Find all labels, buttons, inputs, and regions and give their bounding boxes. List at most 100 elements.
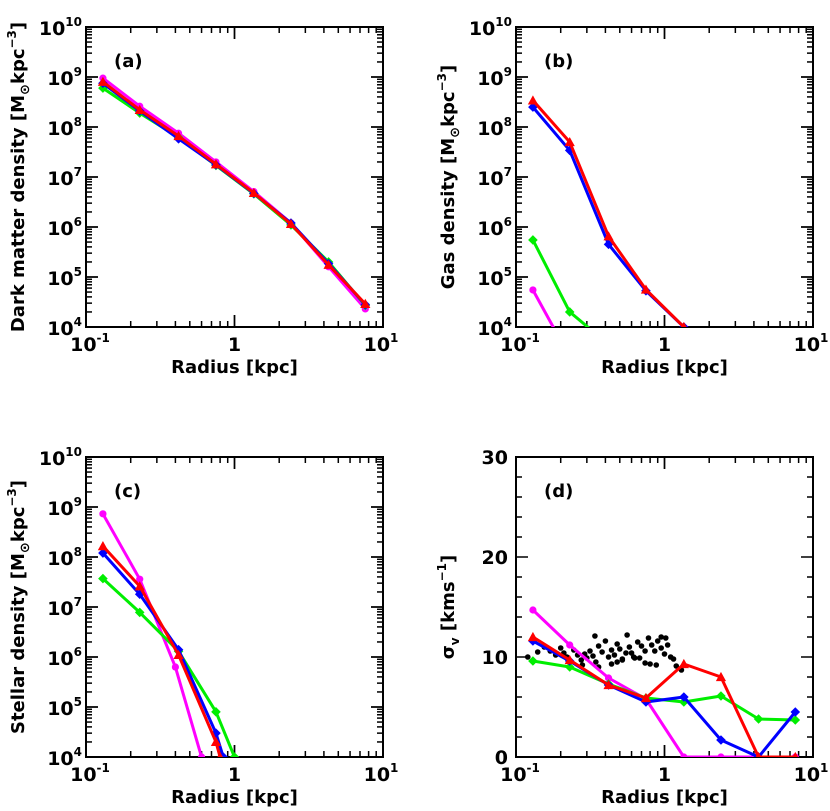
y-tick-label: 104	[47, 745, 82, 770]
y-tick-label: 106	[47, 215, 82, 240]
y-tick-label: 10	[482, 647, 508, 669]
series-line-red	[102, 80, 367, 305]
y-axis-label: Gas density [M⊙kpc−3]	[435, 65, 463, 290]
x-axis-label: Radius [kpc]	[171, 787, 298, 808]
data-point	[564, 654, 575, 665]
data-point	[680, 753, 688, 757]
y-tick-label: 1010	[39, 445, 82, 470]
data-point	[604, 340, 614, 350]
y-tick-label: 104	[477, 315, 512, 340]
data-point	[211, 728, 221, 738]
y-tick-label: 20	[482, 547, 508, 569]
observed-point	[662, 635, 669, 641]
y-tick-label: 105	[477, 265, 512, 290]
observed-point	[642, 660, 648, 666]
data-point	[134, 607, 145, 618]
plot-frame	[515, 456, 814, 758]
observed-point	[658, 634, 664, 640]
panel-label: (d)	[544, 481, 573, 502]
observed-point	[630, 654, 637, 660]
series-line-red	[532, 635, 796, 757]
data-point	[173, 644, 184, 655]
y-tick-label: 105	[47, 695, 82, 720]
data-point	[678, 658, 689, 669]
data-point	[715, 671, 727, 682]
series-line-magenta	[531, 289, 555, 327]
x-tick-label: 101	[794, 331, 829, 356]
observed-point	[557, 645, 564, 651]
data-point	[323, 259, 334, 269]
data-point	[753, 714, 764, 724]
data-point	[640, 692, 652, 703]
observed-point	[534, 649, 541, 655]
data-point	[566, 354, 573, 361]
data-point	[173, 130, 184, 141]
data-point	[173, 649, 184, 660]
data-layer	[524, 606, 801, 757]
observed-point	[647, 661, 653, 667]
series-line-green	[531, 239, 591, 327]
data-point	[566, 641, 574, 649]
data-point	[229, 752, 240, 757]
y-tick-label: 1010	[469, 15, 512, 40]
data-layer	[527, 95, 689, 361]
x-axis-label: Radius [kpc]	[601, 357, 728, 378]
data-point	[211, 707, 221, 717]
data-point	[528, 235, 538, 245]
observed-point	[590, 653, 596, 659]
observed-point	[578, 657, 585, 663]
data-point	[285, 218, 297, 229]
observed-point	[653, 662, 660, 668]
observed-point	[648, 642, 655, 648]
data-point	[528, 656, 538, 666]
x-tick-label: 10-1	[500, 761, 540, 786]
data-point	[527, 95, 539, 105]
y-tick-label: 104	[47, 315, 82, 340]
y-tick-label: 30	[482, 447, 508, 469]
y-tick-label: 107	[47, 595, 82, 620]
data-point	[564, 662, 575, 672]
observed-point	[595, 643, 602, 649]
y-tick-label: 1010	[39, 15, 82, 40]
data-point	[564, 307, 575, 317]
data-point	[210, 736, 222, 747]
data-point	[603, 231, 614, 241]
data-point	[360, 298, 371, 308]
x-tick-label: 10-1	[500, 331, 540, 356]
y-tick-label: 109	[477, 65, 512, 90]
data-point	[716, 691, 726, 701]
series-line-magenta	[531, 608, 796, 757]
observed-point	[623, 650, 629, 656]
y-axis-label: Stellar density [M⊙kpc−3]	[5, 480, 33, 734]
x-tick-label: 101	[364, 331, 399, 356]
plot-frame	[85, 456, 384, 758]
observed-point	[608, 647, 615, 653]
x-tick-label: 101	[364, 761, 399, 786]
x-tick-label: 1	[658, 334, 671, 356]
y-tick-label: 107	[47, 165, 82, 190]
observed-point	[614, 641, 620, 647]
observed-point	[605, 654, 612, 660]
y-tick-label: 108	[477, 115, 512, 140]
data-point	[529, 606, 537, 614]
observed-point	[664, 642, 671, 648]
panel-c: 10-1 1 101 104 105 106 107 108 109 1010 Radius [kp…	[5, 445, 398, 808]
x-axis-label: Radius [kpc]	[601, 787, 728, 808]
observed-point	[673, 663, 680, 669]
y-axis-label: σv [kms−1]	[435, 555, 462, 659]
data-point	[603, 679, 614, 690]
observed-point	[619, 657, 626, 663]
data-point	[248, 187, 259, 198]
data-point	[603, 239, 614, 250]
data-point	[217, 751, 223, 757]
observed-point	[587, 648, 593, 654]
y-tick-label: 107	[477, 165, 512, 190]
observed-point	[638, 643, 645, 649]
data-point	[210, 159, 222, 169]
data-point	[98, 573, 108, 584]
observed-point	[654, 638, 661, 644]
data-point	[790, 707, 801, 717]
x-tick-label: 10-1	[70, 331, 110, 356]
data-point	[716, 735, 726, 745]
